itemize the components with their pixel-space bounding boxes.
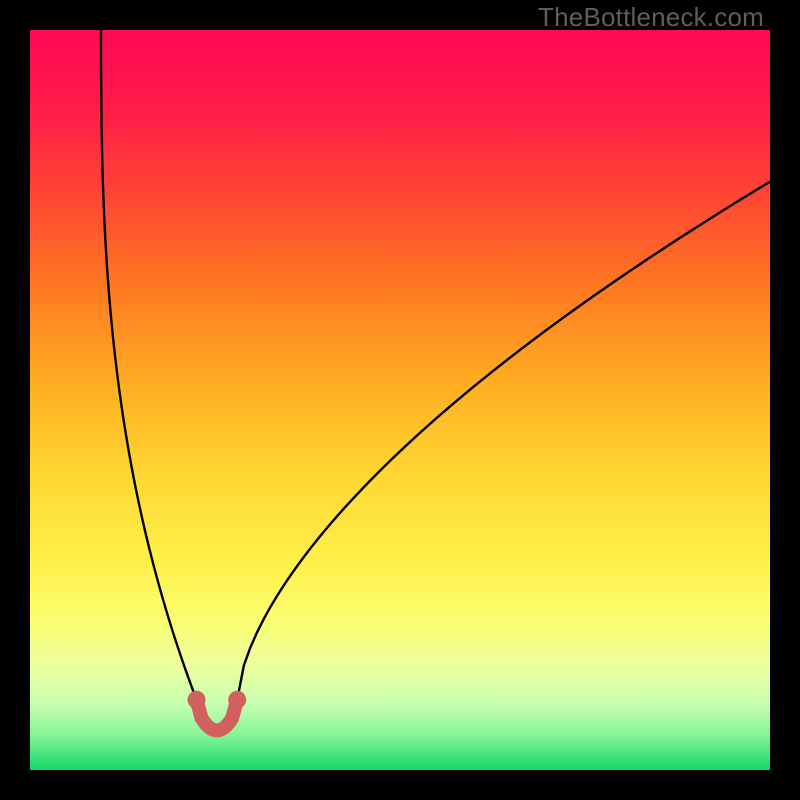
plot-area — [30, 30, 770, 770]
watermark-text: TheBottleneck.com — [538, 2, 764, 33]
chart-frame: TheBottleneck.com — [0, 0, 800, 800]
valley-dot-left — [188, 691, 206, 709]
valley-dot-right — [228, 691, 246, 709]
bottleneck-curve — [30, 30, 770, 770]
